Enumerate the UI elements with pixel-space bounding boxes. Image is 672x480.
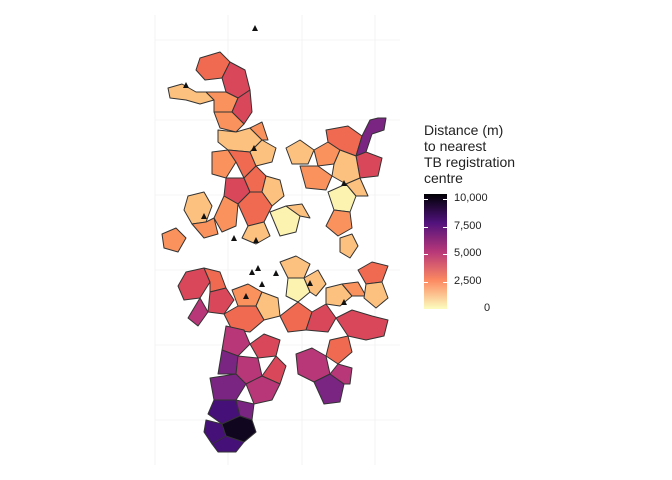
- district-polygon: [269, 205, 301, 237]
- registration-centre-marker: [273, 270, 279, 276]
- district-polygon: [325, 283, 353, 307]
- district-polygon: [325, 335, 353, 365]
- district-polygon: [231, 89, 253, 125]
- district-polygon: [211, 149, 237, 179]
- district-polygon: [339, 233, 359, 259]
- district-polygon: [183, 191, 213, 225]
- registration-centre-marker: [201, 213, 207, 219]
- registration-centre-marker: [341, 180, 347, 186]
- district-polygon: [325, 209, 353, 237]
- district-polygon: [241, 221, 271, 245]
- registration-centre-marker: [255, 265, 261, 271]
- district-polygons: [161, 51, 389, 453]
- district-polygon: [211, 435, 245, 453]
- colorbar-wrap: 10,000 7,500 5,000 2,500 0: [424, 192, 564, 314]
- tb-registration-centres: [183, 25, 347, 305]
- district-polygon: [313, 373, 345, 405]
- registration-centre-marker: [251, 145, 257, 151]
- district-polygon: [285, 203, 311, 219]
- district-polygon: [187, 297, 209, 327]
- registration-centre-marker: [259, 281, 265, 287]
- distance-legend: Distance (m) to nearest TB registration …: [424, 122, 564, 314]
- district-polygon: [299, 165, 333, 191]
- legend-tick-label: 7,500: [454, 219, 482, 232]
- district-polygon: [191, 217, 219, 239]
- district-polygon: [363, 281, 389, 309]
- graticule: [154, 15, 400, 465]
- district-polygon: [329, 363, 353, 385]
- district-polygon: [209, 373, 247, 401]
- district-polygon: [305, 303, 337, 333]
- district-polygon: [335, 309, 389, 341]
- legend-title: Distance (m) to nearest TB registration …: [424, 122, 516, 186]
- district-polygon: [245, 375, 281, 405]
- registration-centre-marker: [243, 293, 249, 299]
- legend-tick-label: 10,000: [454, 192, 488, 205]
- district-polygon: [213, 195, 239, 233]
- registration-centre-marker: [307, 280, 313, 286]
- district-polygon: [279, 255, 311, 279]
- district-polygon: [213, 111, 245, 133]
- district-polygon: [249, 333, 281, 359]
- district-polygon: [207, 287, 235, 315]
- registration-centre-marker: [231, 235, 237, 241]
- district-polygon: [161, 227, 187, 253]
- legend-tick-label: 2,500: [454, 274, 482, 287]
- district-polygon: [355, 151, 383, 179]
- registration-centre-marker: [341, 299, 347, 305]
- district-polygon: [345, 177, 369, 197]
- colorbar: [424, 194, 447, 309]
- legend-tick-label: 5,000: [454, 247, 482, 260]
- registration-centre-marker: [252, 25, 258, 31]
- registration-centre-marker: [183, 82, 189, 88]
- district-polygon: [303, 269, 327, 297]
- district-polygon: [357, 261, 389, 285]
- district-polygon: [249, 139, 277, 167]
- registration-centre-marker: [253, 237, 259, 243]
- district-polygon: [221, 325, 251, 357]
- registration-centre-marker: [249, 269, 255, 275]
- district-polygon: [177, 267, 211, 301]
- district-polygon: [249, 121, 269, 141]
- district-polygon: [167, 83, 215, 105]
- district-polygon: [285, 139, 315, 165]
- legend-tick-label: 0: [484, 302, 491, 314]
- district-polygon: [285, 277, 311, 303]
